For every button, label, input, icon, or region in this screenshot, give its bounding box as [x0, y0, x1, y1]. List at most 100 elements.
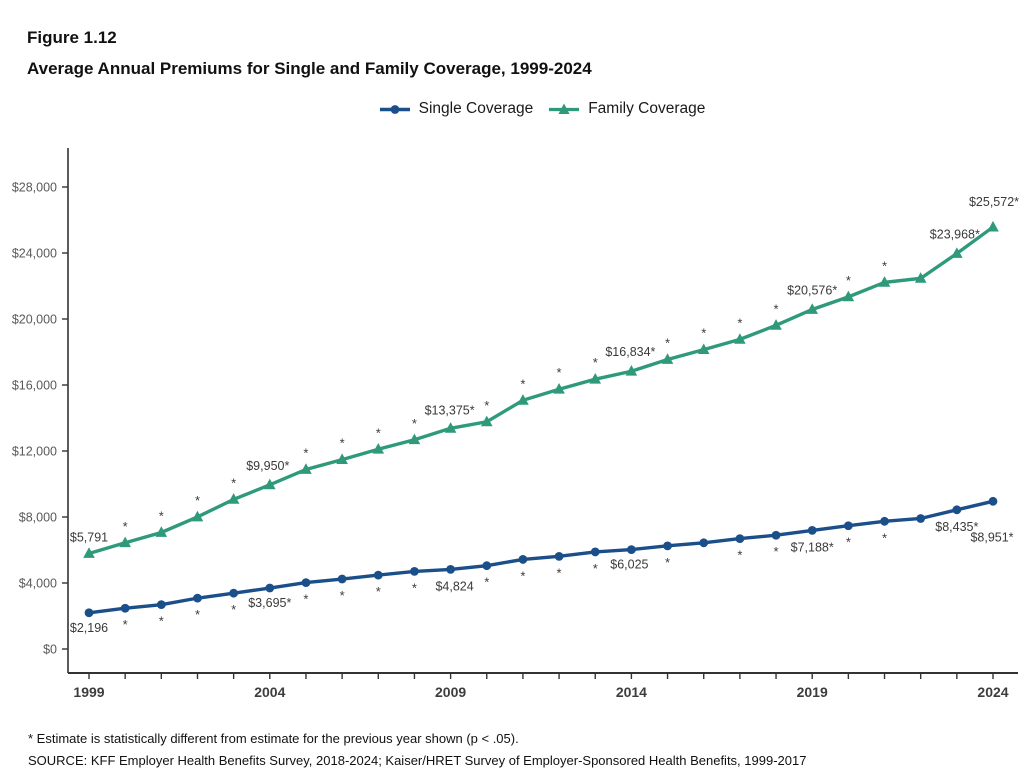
- significance-asterisk: *: [774, 544, 779, 559]
- single-coverage-value-label-1999: $2,196: [70, 621, 108, 635]
- significance-asterisk: *: [195, 607, 200, 622]
- family-coverage-point-2019: [806, 303, 818, 314]
- significance-asterisk: *: [484, 575, 489, 590]
- single-coverage-point-2002: [193, 593, 202, 603]
- family-coverage-point-2008: [408, 433, 421, 445]
- single-coverage-value-label-2023: $8,435*: [935, 520, 978, 534]
- y-axis-tick-label: $12,000: [12, 445, 57, 459]
- significance-asterisk: *: [195, 493, 200, 508]
- significance-asterisk: *: [593, 561, 598, 576]
- significance-asterisk: *: [159, 614, 164, 629]
- significance-asterisk: *: [340, 588, 345, 603]
- significance-asterisk: *: [557, 365, 562, 380]
- family-coverage-point-2020: [842, 290, 855, 302]
- family-coverage-point-2013: [589, 373, 602, 384]
- single-coverage-value-label-2009: $4,824: [435, 579, 473, 593]
- significance-asterisk: *: [484, 398, 489, 413]
- significance-asterisk: *: [303, 592, 308, 607]
- family-coverage-point-2011: [517, 394, 529, 405]
- significance-asterisk: *: [340, 436, 345, 451]
- single-coverage-point-2007: [373, 570, 383, 580]
- chart-header: Figure 1.12 Average Annual Premiums for …: [27, 28, 592, 79]
- legend-label-family: Family Coverage: [588, 100, 706, 117]
- x-axis-tick-label: 2024: [977, 684, 1008, 700]
- significance-asterisk: *: [412, 580, 417, 595]
- y-axis-tick-label: $16,000: [12, 379, 57, 393]
- significance-asterisk: *: [593, 355, 598, 370]
- family-coverage-point-2003: [227, 493, 240, 504]
- single-coverage-point-2016: [699, 538, 709, 548]
- significance-asterisk: *: [123, 617, 128, 632]
- single-coverage-value-label-2024: $8,951*: [970, 530, 1013, 544]
- family-coverage-point-2016: [697, 343, 710, 355]
- family-coverage-point-2012: [553, 383, 565, 394]
- family-coverage-point-2014: [625, 365, 638, 376]
- family-coverage-point-2018: [770, 319, 782, 330]
- significance-asterisk: *: [882, 258, 887, 273]
- single-coverage-point-2012: [554, 551, 564, 561]
- chart-footnotes: * Estimate is statistically different fr…: [28, 728, 806, 770]
- single-coverage-point-2020: [843, 521, 853, 531]
- family-coverage-point-2004: [264, 478, 276, 490]
- legend-label-single: Single Coverage: [418, 100, 534, 117]
- family-coverage-value-label-2004: $9,950*: [246, 459, 289, 473]
- family-coverage-point-2021: [878, 276, 891, 287]
- single-coverage-point-2017: [735, 534, 745, 544]
- single-coverage-point-2001: [156, 600, 166, 610]
- figure-number: Figure 1.12: [27, 28, 117, 47]
- single-coverage-legend-marker-icon: [379, 104, 410, 114]
- single-coverage-point-2014: [627, 545, 636, 554]
- family-coverage-value-label-2023: $23,968*: [930, 228, 980, 242]
- family-coverage-value-label-2024: $25,572*: [969, 195, 1019, 209]
- chart-legend: Single Coverage Family Coverage: [30, 100, 1024, 118]
- x-axis-tick-label: 2019: [797, 684, 828, 700]
- single-coverage-point-2015: [663, 541, 672, 551]
- significance-asterisk: *: [231, 475, 236, 490]
- significance-asterisk: *: [737, 548, 742, 563]
- single-coverage-value-label-2014: $6,025: [610, 558, 648, 572]
- family-coverage-point-2024: [987, 220, 999, 232]
- family-coverage-point-2015: [661, 353, 674, 364]
- footnote-significance: * Estimate is statistically different fr…: [28, 731, 519, 746]
- significance-asterisk: *: [665, 336, 670, 351]
- legend-item-single-coverage: Single Coverage: [379, 100, 534, 118]
- y-axis-tick-label: $4,000: [19, 577, 57, 591]
- family-coverage-value-label-2009: $13,375*: [425, 403, 475, 417]
- y-axis-tick-label: $20,000: [12, 313, 57, 327]
- single-coverage-point-2013: [590, 547, 600, 557]
- single-coverage-point-2006: [337, 574, 347, 584]
- family-coverage-point-2023: [951, 247, 963, 258]
- footnote-source: SOURCE: KFF Employer Health Benefits Sur…: [28, 753, 807, 768]
- significance-asterisk: *: [123, 519, 128, 534]
- significance-asterisk: *: [231, 602, 236, 617]
- single-coverage-point-2004: [265, 583, 275, 593]
- significance-asterisk: *: [774, 301, 779, 316]
- significance-asterisk: *: [846, 273, 851, 288]
- significance-asterisk: *: [520, 376, 525, 391]
- significance-asterisk: *: [846, 535, 851, 550]
- figure-title: Average Annual Premiums for Single and F…: [27, 59, 592, 78]
- single-coverage-point-2009: [446, 565, 455, 574]
- single-coverage-point-2010: [482, 561, 492, 571]
- single-coverage-point-2000: [120, 603, 130, 613]
- x-axis-tick-label: 1999: [73, 684, 104, 700]
- single-coverage-point-2022: [916, 514, 926, 523]
- family-coverage-point-2010: [480, 415, 493, 427]
- single-coverage-value-label-2004: $3,695*: [248, 596, 291, 610]
- family-coverage-value-label-2014: $16,834*: [605, 345, 655, 359]
- significance-asterisk: *: [882, 530, 887, 545]
- single-coverage-value-label-2019: $7,188*: [791, 540, 834, 554]
- single-coverage-line: [87, 499, 995, 615]
- y-axis-tick-label: $28,000: [12, 181, 57, 195]
- family-coverage-point-2017: [734, 333, 746, 344]
- x-axis-tick-label: 2004: [254, 684, 285, 700]
- x-axis-tick-label: 2009: [435, 684, 466, 700]
- significance-asterisk: *: [665, 555, 670, 570]
- family-coverage-point-2009: [444, 422, 457, 433]
- significance-asterisk: *: [520, 568, 525, 583]
- family-coverage-line: [87, 225, 995, 556]
- single-coverage-point-2018: [771, 530, 781, 540]
- family-coverage-point-2006: [336, 453, 348, 464]
